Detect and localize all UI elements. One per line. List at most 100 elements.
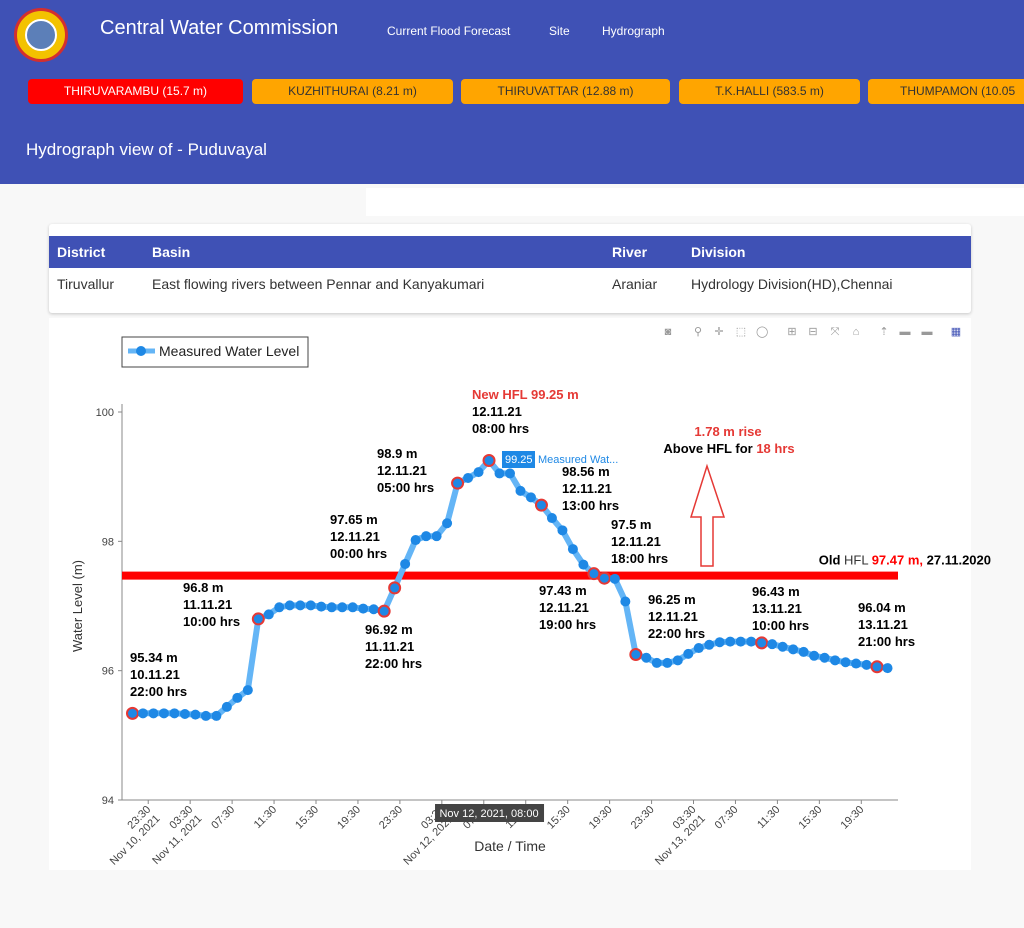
cell-basin: East flowing rivers between Pennar and K… bbox=[152, 276, 485, 292]
x-tick-label: 07:30 bbox=[713, 804, 741, 832]
hover-series-label: Measured Wat... bbox=[538, 454, 618, 466]
data-point bbox=[840, 657, 851, 668]
ticker-item[interactable]: T.K.HALLI (583.5 m) bbox=[679, 79, 860, 104]
data-point bbox=[421, 531, 432, 542]
data-annotation-label: 10:00 hrs bbox=[183, 614, 240, 629]
old-hfl-label-part: 27.11.2020 bbox=[927, 553, 991, 568]
data-point bbox=[505, 468, 515, 479]
camera-icon[interactable]: ◙ bbox=[664, 326, 672, 338]
data-point bbox=[169, 708, 180, 719]
zoom-out-icon[interactable]: ⊟ bbox=[808, 326, 818, 338]
data-point bbox=[211, 710, 222, 721]
data-point bbox=[337, 602, 348, 613]
lasso-icon[interactable]: ◯ bbox=[756, 326, 769, 338]
ticker-item[interactable]: THIRUVARAMBU (15.7 m) bbox=[28, 79, 243, 104]
data-point bbox=[725, 636, 736, 647]
data-point bbox=[251, 612, 265, 626]
hover-compare-icon[interactable]: ▬ bbox=[921, 326, 933, 338]
data-annotation-label: 12.11.21 bbox=[472, 404, 522, 419]
data-point bbox=[525, 492, 536, 503]
rise-label: 1.78 m rise bbox=[694, 424, 761, 439]
data-point bbox=[755, 636, 769, 650]
blank-panel bbox=[366, 188, 1024, 216]
old-hfl-label: Old HFL 97.47 m, 27.11.2020 bbox=[819, 553, 991, 568]
spike-lines-icon[interactable]: ⇡ bbox=[879, 326, 889, 338]
top-navbar: Central Water Commission Current Flood F… bbox=[0, 0, 1024, 70]
data-annotation-label: 97.5 m bbox=[611, 517, 651, 532]
data-annotation-label: 13.11.21 bbox=[752, 601, 802, 616]
cwc-logo[interactable] bbox=[14, 8, 68, 62]
x-tick-group: 07:30 bbox=[713, 804, 741, 832]
data-point bbox=[870, 660, 884, 674]
data-annotation-label: 10.11.21 bbox=[130, 667, 180, 682]
data-point bbox=[358, 603, 369, 614]
page-title: Hydrograph view of - Puduvayal bbox=[26, 140, 267, 159]
data-point bbox=[662, 657, 673, 668]
x-tick-label: 23:30 bbox=[629, 804, 657, 832]
data-point bbox=[672, 655, 683, 666]
data-point bbox=[578, 559, 589, 570]
data-point bbox=[148, 708, 159, 719]
zoom-icon[interactable]: ⚲ bbox=[693, 326, 703, 338]
data-annotation-label: 95.34 m bbox=[130, 650, 178, 665]
cell-river: Araniar bbox=[612, 276, 658, 292]
pan-icon[interactable]: ✛ bbox=[714, 326, 724, 338]
data-point bbox=[431, 531, 442, 542]
hover-x-label: Nov 12, 2021, 08:00 bbox=[439, 808, 538, 820]
data-point bbox=[263, 609, 274, 620]
nav-hydrograph[interactable]: Hydrograph bbox=[602, 24, 665, 38]
data-point bbox=[473, 467, 484, 478]
x-tick-group: 19:30 bbox=[335, 804, 363, 832]
hover-x-box bbox=[435, 804, 545, 822]
x-tick-label: 19:30 bbox=[335, 804, 363, 832]
plotly-logo-icon[interactable]: ▦ bbox=[950, 326, 962, 338]
x-tick-group: 23:30 bbox=[377, 804, 405, 832]
data-annotation-label: 10:00 hrs bbox=[752, 618, 809, 633]
ticker-item[interactable]: THIRUVATTAR (12.88 m) bbox=[461, 79, 670, 104]
data-point bbox=[830, 655, 841, 666]
x-tick-group: 07:30 bbox=[209, 804, 237, 832]
data-point bbox=[714, 637, 725, 648]
nav-current-flood-forecast[interactable]: Current Flood Forecast bbox=[387, 24, 511, 38]
data-point bbox=[567, 544, 578, 555]
x-tick-label: 15:30 bbox=[797, 804, 825, 832]
data-point bbox=[158, 708, 169, 719]
data-annotation-label: 12.11.21 bbox=[539, 600, 589, 615]
home-icon[interactable]: ⌂ bbox=[852, 326, 860, 338]
data-point bbox=[388, 581, 402, 595]
page-header bbox=[0, 112, 1024, 184]
data-point bbox=[482, 454, 496, 467]
data-point bbox=[515, 485, 526, 496]
data-annotation-label: 96.04 m bbox=[858, 600, 906, 615]
data-annotation-label: 96.8 m bbox=[183, 580, 223, 595]
data-point bbox=[274, 602, 285, 613]
zoom-in-icon[interactable]: ⊞ bbox=[787, 326, 797, 338]
data-point bbox=[546, 513, 557, 524]
data-annotation-label: 12.11.21 bbox=[330, 529, 380, 544]
hover-closest-icon[interactable]: ▬ bbox=[899, 326, 911, 338]
above-hfl-prefix: Above HFL for bbox=[663, 441, 756, 456]
x-tick-label: 19:30 bbox=[838, 804, 866, 832]
data-annotation-label: 11.11.21 bbox=[365, 639, 414, 654]
ticker-item[interactable]: KUZHITHURAI (8.21 m) bbox=[252, 79, 453, 104]
data-point bbox=[882, 663, 893, 674]
cell-district: Tiruvallur bbox=[57, 276, 115, 292]
data-point bbox=[557, 525, 568, 536]
data-point bbox=[442, 518, 453, 529]
x-tick-group: 11:30 bbox=[252, 804, 279, 831]
box-select-icon[interactable]: ⬚ bbox=[735, 326, 747, 338]
x-tick-group: 23:30 bbox=[629, 804, 657, 832]
data-point bbox=[683, 648, 694, 659]
data-point bbox=[777, 641, 788, 652]
data-annotation-label: 22:00 hrs bbox=[365, 656, 422, 671]
data-annotation-label: New HFL 99.25 m bbox=[472, 387, 579, 402]
above-hfl-value: 18 hrs bbox=[756, 441, 794, 456]
old-hfl-label-part: Old bbox=[819, 553, 844, 568]
data-point bbox=[400, 558, 411, 569]
nav-site[interactable]: Site bbox=[549, 24, 570, 38]
autoscale-icon[interactable]: ⤧ bbox=[830, 326, 840, 338]
data-point bbox=[125, 706, 139, 720]
old-hfl-label-part: HFL bbox=[844, 553, 872, 568]
data-annotation-label: 96.43 m bbox=[752, 584, 800, 599]
ticker-item[interactable]: THUMPAMON (10.05 bbox=[868, 79, 1024, 104]
